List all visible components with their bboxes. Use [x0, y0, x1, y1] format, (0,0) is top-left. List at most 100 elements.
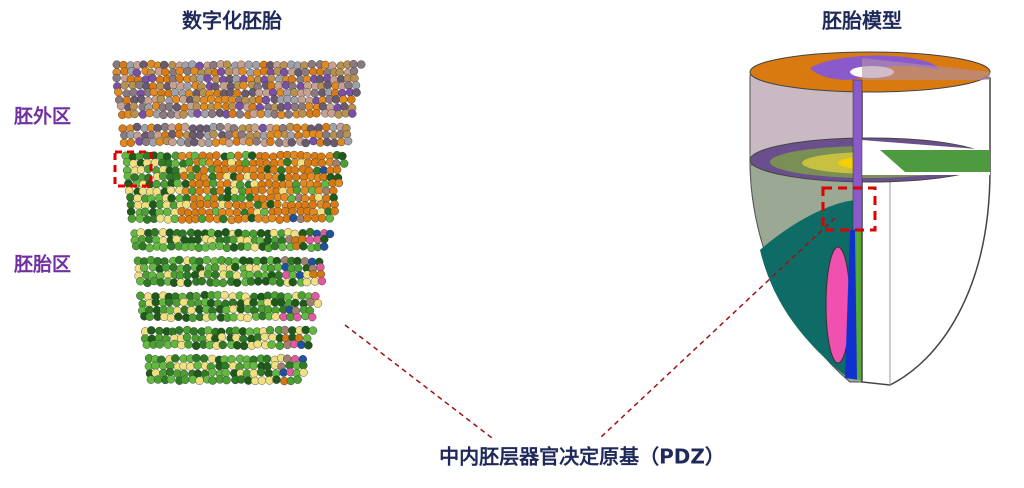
- cell: [150, 228, 160, 237]
- left-title: 数字化胚胎: [182, 9, 282, 33]
- cell: [215, 186, 225, 196]
- cell: [209, 60, 218, 70]
- cell: [166, 375, 176, 384]
- cell: [136, 291, 145, 300]
- cell: [155, 340, 165, 349]
- cell: [218, 278, 228, 288]
- cell: [153, 375, 163, 384]
- cell: [348, 109, 357, 118]
- cell: [245, 327, 254, 336]
- cell: [199, 354, 209, 363]
- cell: [217, 332, 227, 342]
- cell: [211, 138, 221, 147]
- cell: [197, 138, 207, 147]
- cell: [228, 109, 237, 119]
- cell-cloud: [112, 59, 366, 386]
- cell: [123, 171, 133, 181]
- cell: [232, 271, 242, 280]
- cell: [179, 298, 188, 307]
- cell: [171, 159, 180, 169]
- cell: [304, 341, 313, 350]
- cell: [249, 171, 259, 181]
- cell: [334, 178, 344, 188]
- cell: [176, 278, 186, 287]
- cell: [321, 130, 331, 140]
- cell: [216, 67, 226, 77]
- cell: [224, 200, 233, 210]
- cell: [299, 361, 308, 370]
- cell: [175, 255, 184, 265]
- cell: [293, 256, 302, 266]
- cell: [126, 138, 136, 147]
- cell: [169, 80, 178, 90]
- cell: [275, 341, 284, 350]
- cell: [135, 214, 145, 223]
- cell: [234, 228, 243, 238]
- cell: [183, 67, 192, 76]
- cell: [317, 213, 327, 223]
- cell: [147, 326, 156, 335]
- cell: [350, 74, 359, 83]
- cell: [303, 213, 312, 223]
- cell: [231, 333, 241, 342]
- cell: [183, 81, 192, 91]
- cell: [292, 185, 302, 195]
- cell: [262, 354, 272, 364]
- cell: [258, 123, 268, 133]
- cell: [314, 193, 323, 202]
- cell: [308, 312, 317, 322]
- cell: [127, 214, 137, 223]
- cell: [303, 88, 312, 97]
- cell: [323, 137, 332, 147]
- cell: [283, 94, 292, 104]
- cell: [260, 207, 269, 217]
- cell: [174, 129, 184, 139]
- cell: [310, 89, 319, 98]
- cell: [166, 306, 175, 315]
- cell: [278, 242, 287, 252]
- cell: [267, 340, 276, 349]
- cell: [316, 263, 325, 272]
- cell: [174, 312, 183, 321]
- cell: [335, 68, 344, 77]
- cell: [297, 234, 307, 244]
- cell: [166, 186, 176, 195]
- cell: [215, 122, 225, 132]
- cell: [180, 122, 190, 132]
- cell: [205, 214, 214, 223]
- cell: [158, 361, 168, 370]
- cell: [274, 81, 283, 90]
- cell: [279, 68, 289, 77]
- cell: [191, 341, 201, 350]
- cell: [204, 138, 214, 148]
- cell: [239, 81, 248, 90]
- cell: [303, 334, 312, 343]
- cell: [136, 94, 146, 104]
- cell: [299, 242, 308, 251]
- cell: [187, 306, 196, 315]
- cell: [229, 313, 238, 322]
- cut-face: [861, 74, 991, 386]
- cell: [265, 376, 274, 385]
- cell: [190, 137, 199, 147]
- cell: [132, 122, 142, 132]
- cell: [168, 137, 177, 147]
- cell: [307, 172, 316, 181]
- cell: [258, 185, 267, 195]
- cell: [151, 298, 161, 307]
- cell: [224, 130, 233, 140]
- cell: [219, 81, 229, 91]
- cell: [135, 80, 144, 90]
- cell: [187, 172, 196, 181]
- cell: [184, 158, 194, 167]
- cell: [153, 123, 162, 133]
- cell: [249, 361, 258, 370]
- cell: [179, 110, 188, 119]
- cell: [122, 95, 132, 105]
- cell: [331, 95, 341, 104]
- cell: [277, 110, 286, 120]
- cell: [325, 214, 334, 223]
- cell: [281, 207, 290, 216]
- cell: [232, 278, 242, 287]
- cell: [172, 103, 182, 112]
